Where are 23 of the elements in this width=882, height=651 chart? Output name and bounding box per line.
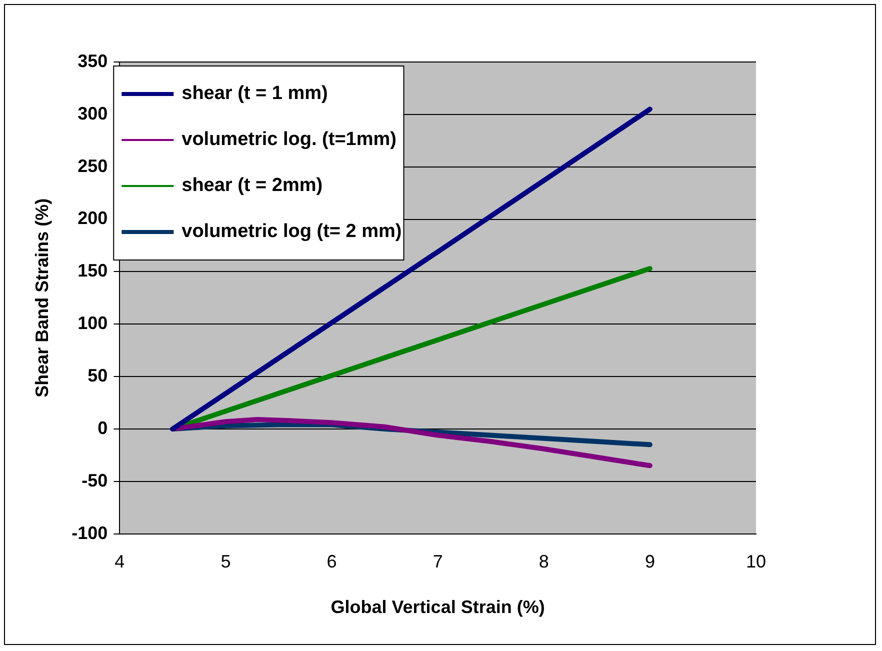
legend-label: volumetric log (t= 2 mm) bbox=[182, 221, 402, 242]
y-tick-label: 300 bbox=[78, 103, 108, 124]
y-axis-title: Shear Band Strains (%) bbox=[32, 198, 52, 398]
x-tick-label: 9 bbox=[644, 552, 655, 572]
x-tick-label: 7 bbox=[432, 552, 443, 572]
legend-label: shear (t = 1 mm) bbox=[182, 83, 328, 104]
x-axis-title: Global Vertical Strain (%) bbox=[330, 597, 545, 618]
y-tick-label: 200 bbox=[78, 208, 108, 228]
y-tick-label: 0 bbox=[98, 418, 108, 438]
x-tick-label: 4 bbox=[114, 552, 125, 572]
y-tick-label: 150 bbox=[78, 260, 108, 281]
y-tick-label: 100 bbox=[78, 313, 108, 334]
x-tick-label: 5 bbox=[220, 552, 231, 572]
y-tick-label: 50 bbox=[88, 366, 108, 386]
y-tick-label: -50 bbox=[82, 470, 108, 490]
x-tick-label: 10 bbox=[746, 552, 766, 572]
legend-label: volumetric log. (t=1mm) bbox=[182, 129, 396, 150]
y-tick-label: 250 bbox=[78, 156, 108, 176]
y-tick-label: -100 bbox=[72, 522, 108, 543]
legend-label: shear (t = 2mm) bbox=[182, 175, 323, 196]
y-tick-label: 350 bbox=[78, 50, 108, 71]
x-tick-label: 6 bbox=[326, 552, 337, 572]
x-tick-label: 8 bbox=[538, 552, 549, 572]
